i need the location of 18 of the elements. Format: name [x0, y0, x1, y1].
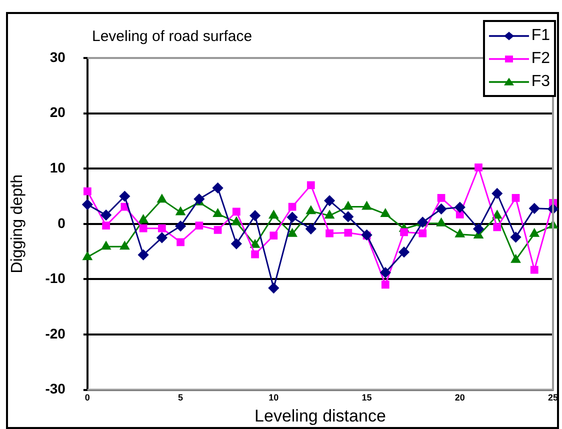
- y-tick-label: 30: [50, 48, 66, 65]
- x-tick-label: 5: [178, 392, 184, 403]
- chart-title: Leveling of road surface: [92, 28, 252, 45]
- y-axis-title: Digging depth: [9, 174, 26, 274]
- y-tick-label: 20: [50, 104, 66, 120]
- x-tick-label: 15: [362, 392, 372, 403]
- y-tick-label: -30: [45, 380, 66, 397]
- x-tick-label: 0: [84, 392, 90, 403]
- x-tick-label: 10: [268, 392, 279, 403]
- x-axis-title: Leveling distance: [254, 406, 386, 426]
- y-tick-label: 10: [50, 159, 66, 176]
- y-tick-label: 0: [58, 214, 66, 231]
- legend-label: F2: [531, 49, 550, 69]
- y-tick-label: -20: [45, 325, 66, 342]
- y-tick-label: -10: [45, 270, 66, 286]
- legend-label: F1: [531, 26, 550, 46]
- legend-label: F3: [531, 72, 550, 92]
- x-tick-label: 20: [454, 392, 465, 403]
